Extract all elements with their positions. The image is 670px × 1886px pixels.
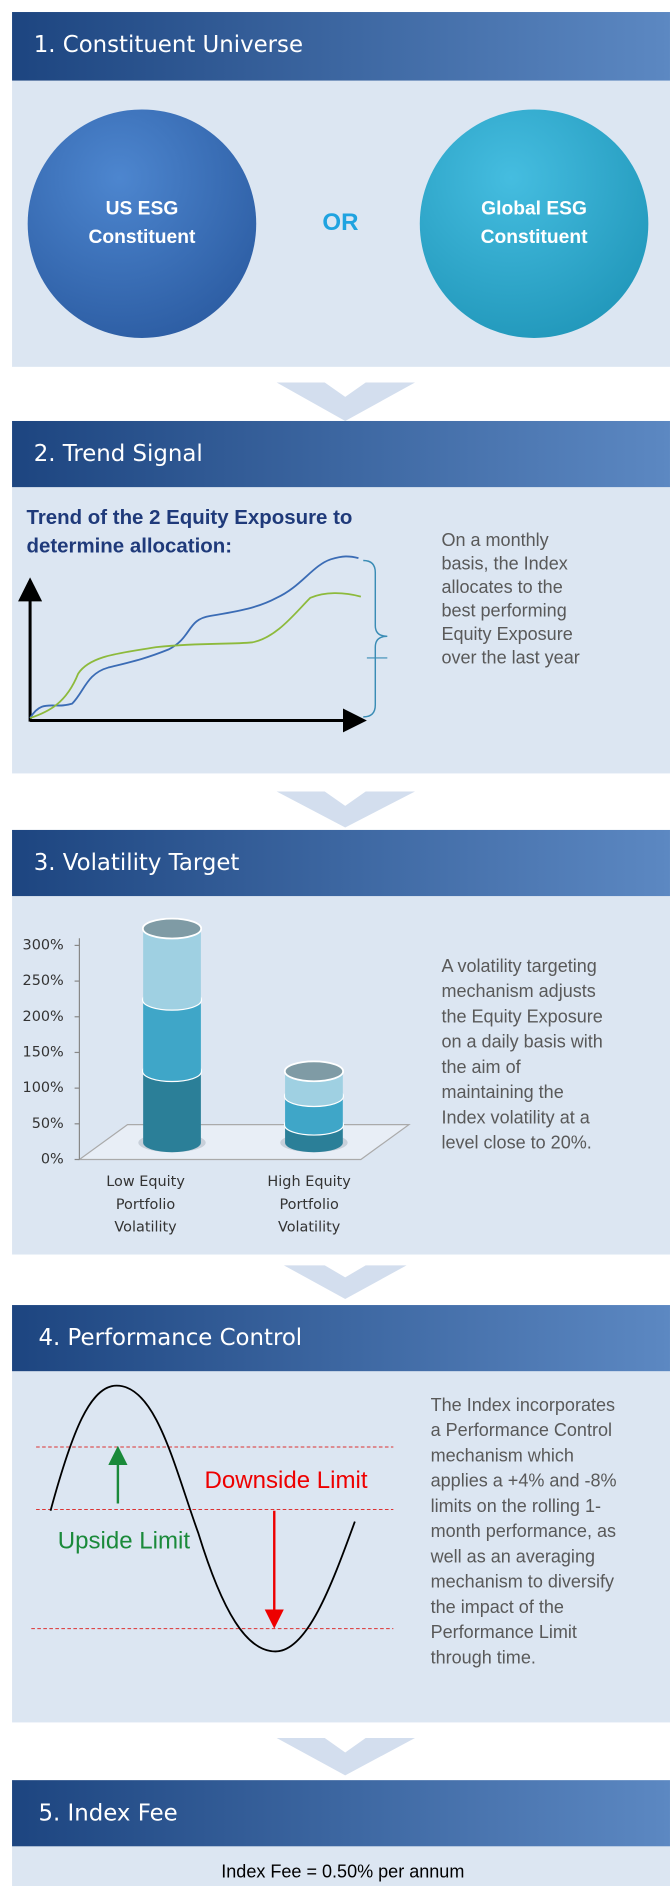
body-text: limits on the rolling 1-	[431, 1496, 601, 1516]
body-text: The Index incorporates	[431, 1395, 615, 1415]
body-text: month performance, as	[431, 1521, 616, 1541]
body-text: basis, the Index	[441, 553, 567, 573]
downside-label: Downside Limit	[204, 1467, 367, 1494]
body-text: mechanism which	[431, 1445, 574, 1465]
circle-label: Constituent	[481, 227, 588, 248]
bar-segment	[143, 928, 201, 1010]
circle-label: Constituent	[89, 227, 196, 248]
y-tick-label: 50%	[32, 1116, 64, 1132]
body-text: best performing	[441, 600, 566, 620]
y-tick-label: 250%	[23, 973, 64, 989]
subtitle: determine allocation:	[26, 535, 232, 558]
y-tick-label: 200%	[23, 1009, 64, 1025]
circle-label: Global ESG	[481, 198, 587, 219]
section-title: 1. Constituent Universe	[34, 32, 303, 58]
x-tick-label: Low Equity Portfolio Volatility	[106, 1172, 185, 1236]
body-text: over the last year	[441, 647, 579, 667]
body-text: applies a +4% and -8%	[431, 1471, 617, 1491]
volatility-chart: 0% 50% 100% 150% 200% 250% 300% Low Equity Port…	[23, 917, 411, 1236]
body-text: the aim of	[441, 1057, 521, 1077]
x-label-box: Low Equity Portfolio Volatility	[106, 1172, 185, 1236]
body-text: Performance Limit	[431, 1622, 577, 1642]
headers	[12, 12, 670, 1847]
subtitle: Trend of the 2 Equity Exposure to	[26, 506, 352, 529]
global-circle	[419, 109, 649, 338]
chevrons	[276, 382, 415, 1776]
section-title: 4. Performance Control	[39, 1325, 303, 1351]
body-text: Equity Exposure	[441, 624, 572, 644]
fee-text: Index Fee = 0.50% per annum	[221, 1862, 464, 1882]
body-text: maintaining the	[441, 1082, 563, 1102]
body-text: through time.	[431, 1647, 536, 1667]
body-text: level close to 20%.	[441, 1133, 591, 1153]
body-text: the impact of the	[431, 1597, 564, 1617]
x-label-box: High Equity Portfolio Volatility	[267, 1172, 351, 1236]
y-tick-label: 100%	[23, 1080, 64, 1096]
x-tick-label: High Equity Portfolio Volatility	[267, 1172, 351, 1236]
upside-label: Upside Limit	[58, 1527, 191, 1554]
y-tick-label: 0%	[41, 1152, 64, 1168]
trend-graph	[18, 555, 388, 733]
bar-segment	[143, 1071, 201, 1153]
body-text: on a daily basis with	[441, 1032, 602, 1052]
performance-graph	[31, 1384, 394, 1653]
chart-floor	[77, 1124, 411, 1161]
body-text: allocates to the	[441, 577, 562, 597]
y-tick-label: 150%	[23, 1044, 64, 1060]
y-tick-label: 300%	[23, 937, 64, 953]
section-title: 3. Volatility Target	[34, 850, 240, 876]
bar-top	[284, 1061, 344, 1082]
section-title: 2. Trend Signal	[34, 441, 203, 467]
bar-top	[142, 918, 202, 939]
body-text: On a monthly	[441, 530, 548, 550]
body-text: Index volatility at a	[441, 1107, 590, 1127]
body-text: the Equity Exposure	[441, 1006, 602, 1026]
body-text: A volatility targeting	[441, 956, 596, 976]
bar-segment	[143, 999, 201, 1081]
us-circle	[27, 109, 257, 338]
body-text: mechanism to diversify	[431, 1572, 614, 1592]
section-title: 5. Index Fee	[39, 1800, 178, 1826]
body-text: well as an averaging	[430, 1546, 595, 1566]
or-label: OR	[322, 209, 358, 236]
body-text: mechanism adjusts	[441, 981, 595, 1001]
body-text: a Performance Control	[431, 1420, 612, 1440]
circle-label: US ESG	[106, 198, 179, 219]
